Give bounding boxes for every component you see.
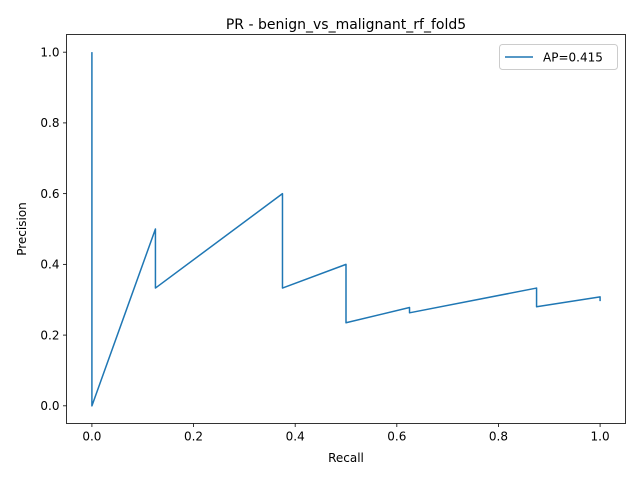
x-tick-label: 1.0 xyxy=(591,430,610,444)
y-tick-label: 0.6 xyxy=(40,187,59,201)
x-tick-label: 0.4 xyxy=(286,430,305,444)
y-tick-label: 0.4 xyxy=(40,258,59,272)
y-tick-label: 0.0 xyxy=(40,399,59,413)
legend-entry-label: AP=0.415 xyxy=(543,51,603,65)
x-tick-label: 0.8 xyxy=(489,430,508,444)
x-axis-label: Recall xyxy=(328,451,364,465)
x-tick-label: 0.0 xyxy=(82,430,101,444)
y-tick-label: 1.0 xyxy=(40,45,59,59)
x-ticks: 0.0 0.2 0.4 0.6 0.8 1.0 xyxy=(82,423,610,444)
y-tick-label: 0.2 xyxy=(40,328,59,342)
y-axis-label: Precision xyxy=(15,202,29,256)
x-tick-label: 0.6 xyxy=(387,430,406,444)
chart-title: PR - benign_vs_malignant_rf_fold5 xyxy=(226,17,466,33)
legend: AP=0.415 xyxy=(499,44,618,70)
series-line-0 xyxy=(91,52,601,407)
series-layer xyxy=(91,52,601,407)
legend-box xyxy=(499,44,618,70)
plot-area xyxy=(66,34,626,424)
plot-frame xyxy=(66,34,626,424)
y-tick-label: 0.8 xyxy=(40,116,59,130)
x-tick-label: 0.2 xyxy=(184,430,203,444)
y-ticks: 0.0 0.2 0.4 0.6 0.8 1.0 xyxy=(40,45,67,413)
